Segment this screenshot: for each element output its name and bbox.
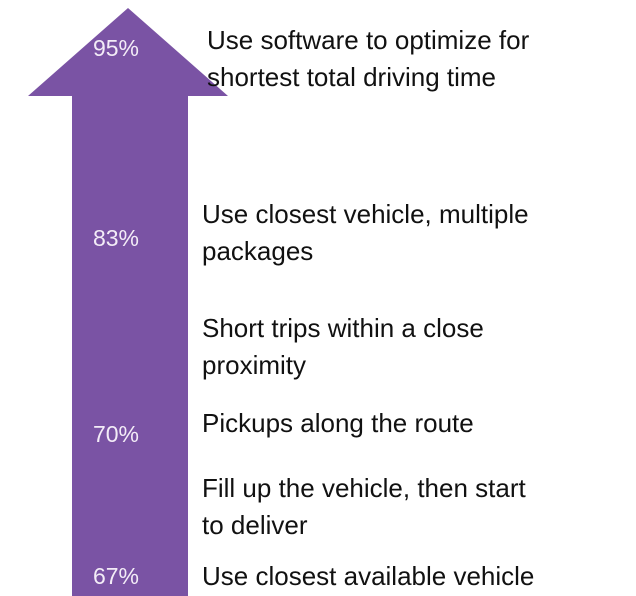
description-line: Short trips within a close bbox=[202, 313, 484, 343]
description-line: packages bbox=[202, 236, 313, 266]
description-line: Use closest available vehicle bbox=[202, 561, 534, 591]
description-line: shortest total driving time bbox=[207, 62, 496, 92]
description-line: Use software to optimize for bbox=[207, 25, 530, 55]
level-label: 70% bbox=[93, 421, 139, 447]
level-label: 83% bbox=[93, 225, 139, 251]
description-line: proximity bbox=[202, 350, 306, 380]
level-label: 67% bbox=[93, 563, 139, 589]
description-line: Fill up the vehicle, then start bbox=[202, 473, 526, 503]
description-line: Pickups along the route bbox=[202, 408, 474, 438]
description-line: to deliver bbox=[202, 510, 308, 540]
level-label: 95% bbox=[93, 35, 139, 61]
arrow bbox=[28, 8, 228, 596]
description-line: Use closest vehicle, multiple bbox=[202, 199, 529, 229]
